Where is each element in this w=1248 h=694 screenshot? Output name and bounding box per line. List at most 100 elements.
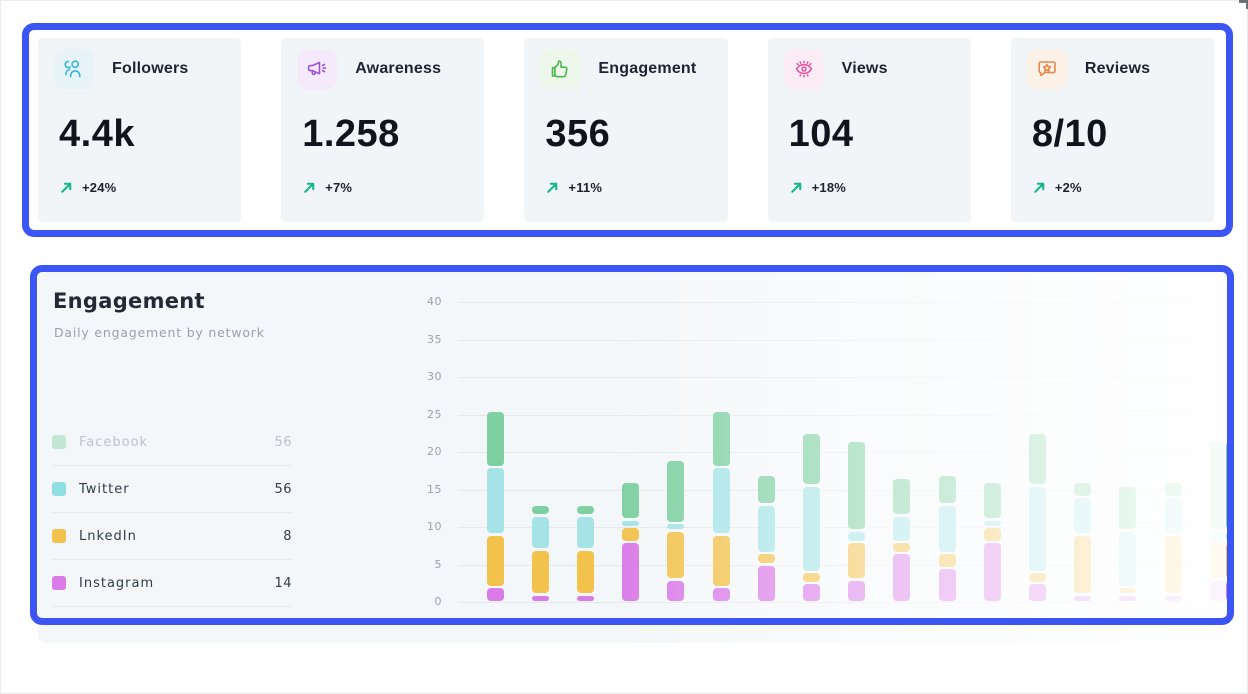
- y-tick-label: 0: [434, 595, 442, 608]
- bar-segment-facebook[interactable]: [893, 479, 911, 515]
- bar-segment-twitter[interactable]: [1028, 486, 1046, 571]
- bar-segment-facebook[interactable]: [848, 441, 866, 530]
- bar-segment-lnkedin[interactable]: [1209, 543, 1227, 578]
- bar-segment-instagram[interactable]: [1209, 580, 1227, 601]
- bar-segment-twitter[interactable]: [802, 486, 820, 571]
- bar-segment-lnkedin[interactable]: [622, 528, 640, 541]
- bar-segment-twitter[interactable]: [1209, 531, 1227, 541]
- bar-segment-lnkedin[interactable]: [576, 550, 594, 593]
- bar-segment-lnkedin[interactable]: [486, 535, 504, 586]
- stat-head: Followers: [54, 49, 225, 89]
- bar-segment-lnkedin[interactable]: [531, 550, 549, 593]
- stat-label: Awareness: [355, 60, 442, 77]
- bar-segment-instagram[interactable]: [712, 588, 730, 601]
- stat-head: Awareness: [297, 49, 468, 89]
- bar-segment-instagram[interactable]: [576, 595, 594, 601]
- bar-segment-lnkedin[interactable]: [1164, 535, 1182, 593]
- twitter-swatch: [52, 482, 66, 496]
- bar-segment-lnkedin[interactable]: [983, 528, 1001, 541]
- bar-segment-lnkedin[interactable]: [1119, 588, 1137, 593]
- bar-segment-facebook[interactable]: [576, 505, 594, 515]
- bar-segment-twitter[interactable]: [712, 468, 730, 533]
- y-tick-label: 25: [427, 407, 442, 421]
- legend-item-instagram[interactable]: Instagram 14: [52, 560, 292, 607]
- legend-label: Twitter: [79, 481, 130, 497]
- bar-segment-instagram[interactable]: [1074, 595, 1092, 601]
- bar-segment-facebook[interactable]: [1209, 441, 1227, 530]
- stat-card-awareness: Awareness 1.258 +7%: [281, 38, 485, 222]
- legend-value: 14: [274, 575, 292, 591]
- bar-segment-twitter[interactable]: [622, 520, 640, 526]
- engagement-chart-card: 0 5 10 15 20 25 30 35 40 Engagement Daily engage…: [38, 272, 1227, 643]
- bar-segment-facebook[interactable]: [531, 505, 549, 515]
- bar-segment-lnkedin[interactable]: [893, 543, 911, 552]
- bar-segment-facebook[interactable]: [1074, 483, 1092, 496]
- bar-segment-twitter[interactable]: [757, 505, 775, 552]
- gridline-y40: [458, 302, 1226, 303]
- bar-segment-twitter[interactable]: [667, 524, 685, 530]
- bar-segment-twitter[interactable]: [893, 516, 911, 541]
- bar-segment-twitter[interactable]: [531, 516, 549, 548]
- legend-value: 56: [274, 434, 292, 450]
- bar-segment-instagram[interactable]: [1119, 595, 1137, 601]
- bar-segment-facebook[interactable]: [1164, 483, 1182, 496]
- bar-segment-instagram[interactable]: [1028, 584, 1046, 601]
- stat-label: Engagement: [598, 60, 697, 77]
- bar-segment-lnkedin[interactable]: [1028, 573, 1046, 582]
- legend-value: 8: [283, 528, 292, 544]
- bar-segment-twitter[interactable]: [1119, 531, 1137, 586]
- bar-segment-instagram[interactable]: [757, 565, 775, 601]
- bar-segment-lnkedin[interactable]: [802, 573, 820, 582]
- legend-item-twitter[interactable]: Twitter 56: [52, 466, 292, 513]
- bar-segment-facebook[interactable]: [1028, 434, 1046, 485]
- bar-segment-facebook[interactable]: [712, 411, 730, 466]
- bar-segment-facebook[interactable]: [983, 483, 1001, 518]
- bar-segment-lnkedin[interactable]: [938, 554, 956, 567]
- bar-segment-twitter[interactable]: [1164, 498, 1182, 533]
- bar-segment-twitter[interactable]: [848, 531, 866, 541]
- stat-change-text: +11%: [568, 180, 603, 195]
- bar-segment-instagram[interactable]: [893, 554, 911, 601]
- bar-segment-instagram[interactable]: [848, 580, 866, 601]
- bar-segment-instagram[interactable]: [667, 580, 685, 601]
- bar-segment-facebook[interactable]: [802, 434, 820, 485]
- bar-segment-twitter[interactable]: [486, 468, 504, 533]
- bar-segment-instagram[interactable]: [1164, 595, 1182, 601]
- bar-segment-lnkedin[interactable]: [712, 535, 730, 586]
- bar-segment-lnkedin[interactable]: [1074, 535, 1092, 593]
- bar-segment-instagram[interactable]: [983, 543, 1001, 601]
- stat-head: Views: [783, 49, 955, 89]
- legend-item-lnkedin[interactable]: LnkedIn 8: [52, 513, 292, 560]
- bar-segment-facebook[interactable]: [622, 483, 640, 518]
- stat-label: Followers: [112, 60, 189, 77]
- bar-segment-lnkedin[interactable]: [667, 531, 685, 578]
- legend-item-facebook[interactable]: Facebook 56: [52, 419, 292, 466]
- bar-segment-facebook[interactable]: [486, 411, 504, 466]
- trend-up-icon: [790, 182, 801, 193]
- trend-up-icon: [61, 182, 72, 193]
- stat-head: Reviews: [1026, 49, 1198, 89]
- bar-segment-facebook[interactable]: [667, 460, 685, 522]
- stat-change-text: +18%: [811, 180, 847, 195]
- bar-segment-lnkedin[interactable]: [757, 554, 775, 563]
- stat-card-reviews: Reviews 8/10 +2%: [1010, 38, 1215, 222]
- bar-segment-instagram[interactable]: [622, 543, 640, 601]
- bar-segment-instagram[interactable]: [486, 588, 504, 601]
- bar-segment-instagram[interactable]: [938, 569, 956, 601]
- bar-segment-twitter[interactable]: [576, 516, 594, 548]
- bar-segment-facebook[interactable]: [1119, 486, 1137, 530]
- stat-head: Engagement: [540, 49, 711, 89]
- bar-segment-lnkedin[interactable]: [848, 543, 866, 578]
- stats-row: Followers 4.4k +24% Awareness 1.258: [38, 38, 1215, 222]
- bar-segment-twitter[interactable]: [983, 520, 1001, 526]
- bar-segment-twitter[interactable]: [938, 505, 956, 552]
- gridline-y25: [458, 414, 1226, 416]
- bar-segment-facebook[interactable]: [757, 475, 775, 503]
- bar-segment-twitter[interactable]: [1074, 498, 1092, 533]
- trend-up-icon: [1034, 182, 1045, 193]
- bar-segment-facebook[interactable]: [938, 475, 956, 503]
- megaphone-icon: [297, 49, 338, 89]
- bar-segment-instagram[interactable]: [531, 595, 549, 601]
- bar-segment-instagram[interactable]: [802, 584, 820, 601]
